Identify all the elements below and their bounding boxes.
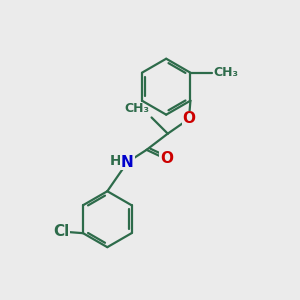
Text: O: O xyxy=(160,151,173,166)
Text: Cl: Cl xyxy=(53,224,69,239)
Text: H: H xyxy=(109,154,121,168)
Text: O: O xyxy=(182,111,195,126)
Text: CH₃: CH₃ xyxy=(213,66,238,79)
Text: N: N xyxy=(121,155,134,170)
Text: CH₃: CH₃ xyxy=(124,102,149,115)
